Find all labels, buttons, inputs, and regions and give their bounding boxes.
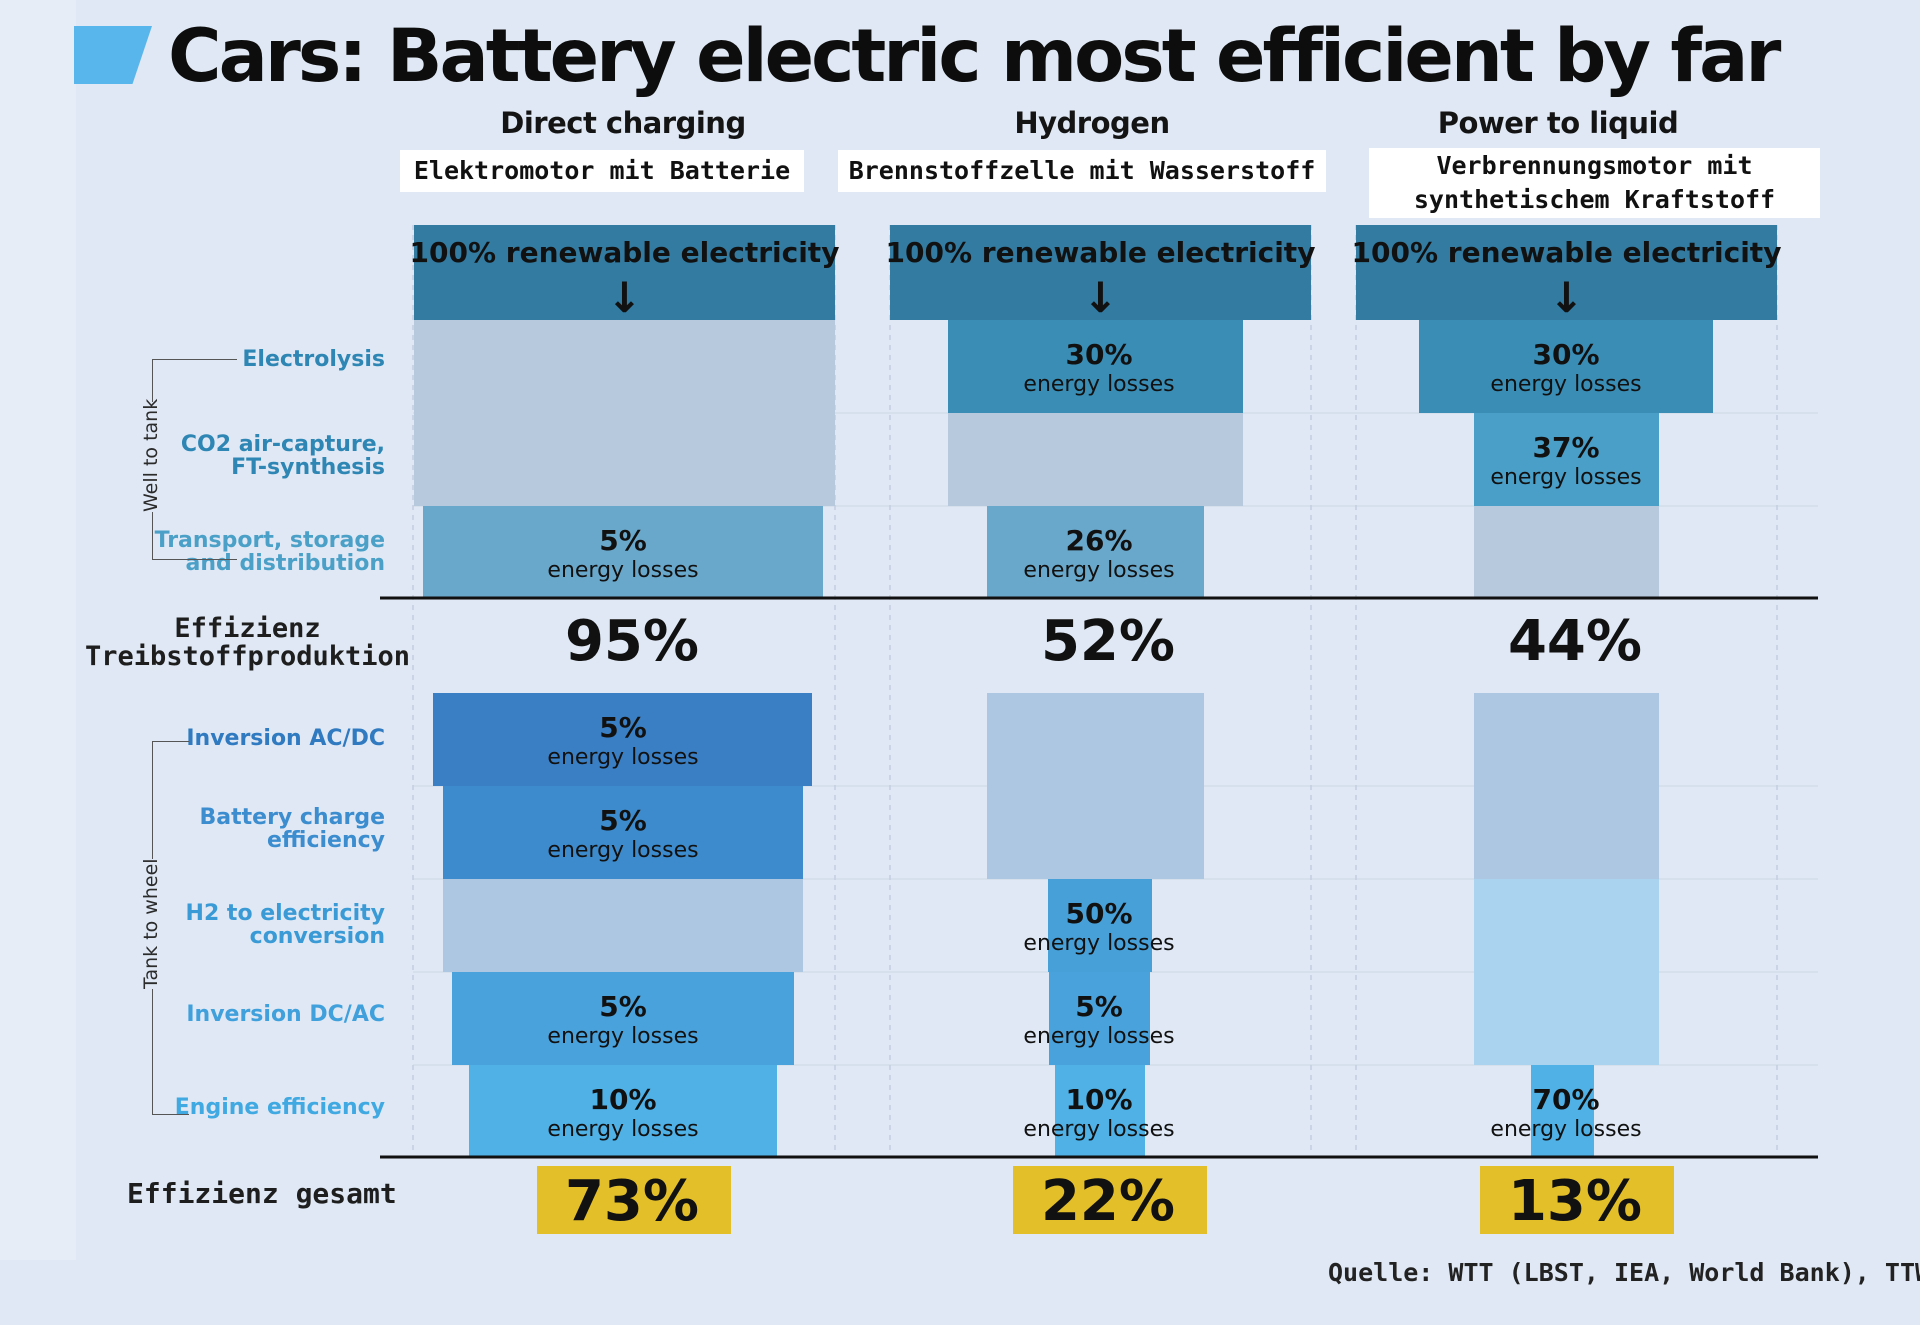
column-subtitle-hydrogen: Brennstoffzelle mit Wasserstoff xyxy=(838,150,1326,192)
bar-electrolysis-loss xyxy=(948,320,1243,413)
bar-inv-dcac-loss xyxy=(1049,972,1150,1065)
fuel-production-efficiency-value: 44% xyxy=(1508,609,1642,674)
loss-caption-label: energy losses xyxy=(547,745,698,770)
fuel-production-efficiency-label: Effizienz Treibstoffproduktion xyxy=(84,613,411,672)
row-label-inversion-acdc: Inversion AC/DC xyxy=(186,726,385,751)
total-efficiency-highlight xyxy=(1480,1166,1674,1234)
bar-electrolysis-passthrough xyxy=(414,320,835,413)
row-label-h2-conversion: H2 to electricity conversion xyxy=(185,901,385,949)
bar-engine-loss xyxy=(1531,1065,1594,1158)
total-efficiency-label: Effizienz gesamt xyxy=(127,1177,397,1210)
total-efficiency-value: 22% xyxy=(1041,1169,1175,1234)
row-label-co2-capture: CO2 air-capture, FT-synthesis xyxy=(180,432,385,480)
bar-electrolysis-loss xyxy=(1419,320,1713,413)
renewable-header-label: 100% renewable electricity xyxy=(1352,236,1782,269)
loss-value-label: 50% xyxy=(1065,897,1132,930)
loss-caption-label: energy losses xyxy=(1490,1117,1641,1142)
row-label-electrolysis: Electrolysis xyxy=(242,347,385,372)
fuel-production-efficiency-value: 52% xyxy=(1041,609,1175,674)
bar-inv-dcac-passthrough xyxy=(1474,972,1659,1065)
left-strip xyxy=(0,0,76,1260)
renewable-header-label: 100% renewable electricity xyxy=(886,236,1316,269)
source-note: Quelle: WTT (LBST, IEA, World Bank), TTW… xyxy=(1328,1258,1920,1287)
loss-caption-label: energy losses xyxy=(547,558,698,583)
loss-caption-label: energy losses xyxy=(1490,372,1641,397)
bar-battery-passthrough xyxy=(1474,786,1659,879)
bar-engine-loss xyxy=(469,1065,777,1158)
bar-inv-acdc-passthrough xyxy=(1474,693,1659,786)
column-name-power-to-liquid: Power to liquid xyxy=(1437,106,1679,140)
bar-transport-passthrough xyxy=(1474,506,1659,599)
bar-transport-loss xyxy=(987,506,1204,599)
bar-h2-loss xyxy=(1048,879,1152,972)
loss-caption-label: energy losses xyxy=(547,838,698,863)
bar-inv-dcac-loss xyxy=(452,972,794,1065)
loss-value-label: 5% xyxy=(599,990,647,1023)
loss-caption-label: energy losses xyxy=(1023,931,1174,956)
loss-caption-label: energy losses xyxy=(547,1117,698,1142)
column-subtitle-power-to-liquid: Verbrennungsmotor mit synthetischem Kraf… xyxy=(1369,148,1820,218)
loss-value-label: 5% xyxy=(599,804,647,837)
loss-value-label: 26% xyxy=(1065,524,1132,557)
loss-caption-label: energy losses xyxy=(1023,1024,1174,1049)
loss-value-label: 5% xyxy=(599,524,647,557)
bar-h2-passthrough xyxy=(1474,879,1659,972)
bar-battery-loss xyxy=(443,786,803,879)
total-efficiency-highlight xyxy=(1013,1166,1207,1234)
column-name-direct-charging: Direct charging xyxy=(500,106,746,140)
loss-value-label: 5% xyxy=(599,711,647,744)
bar-transport-loss xyxy=(423,506,823,599)
bar-engine-loss xyxy=(1055,1065,1145,1158)
loss-value-label: 10% xyxy=(1065,1083,1132,1116)
loss-value-label: 70% xyxy=(1532,1083,1599,1116)
bar-co2-passthrough xyxy=(948,413,1243,506)
loss-value-label: 30% xyxy=(1532,338,1599,371)
bar-inv-acdc-loss xyxy=(433,693,812,786)
total-efficiency-value: 13% xyxy=(1508,1169,1642,1234)
row-label-engine: Engine efficiency xyxy=(174,1095,385,1120)
loss-caption-label: energy losses xyxy=(1490,465,1641,490)
header-arrow-icon: ↓ xyxy=(1549,273,1584,322)
loss-value-label: 10% xyxy=(589,1083,656,1116)
header-arrow-icon: ↓ xyxy=(1083,273,1118,322)
loss-caption-label: energy losses xyxy=(547,1024,698,1049)
renewable-header-bar xyxy=(890,225,1311,320)
row-label-inversion-dcac: Inversion DC/AC xyxy=(186,1002,385,1027)
column-name-hydrogen: Hydrogen xyxy=(1014,106,1170,140)
bar-h2-passthrough xyxy=(443,879,803,972)
loss-value-label: 5% xyxy=(1075,990,1123,1023)
loss-caption-label: energy losses xyxy=(1023,558,1174,583)
row-label-battery-charge: Battery charge efficiency xyxy=(199,805,386,853)
total-efficiency-highlight xyxy=(537,1166,731,1234)
bar-inv-acdc-passthrough xyxy=(987,693,1204,786)
total-efficiency-value: 73% xyxy=(565,1169,699,1234)
column-subtitle-direct-charging: Elektromotor mit Batterie xyxy=(400,150,804,192)
chart-title: Cars: Battery electric most efficient by… xyxy=(168,14,1781,99)
loss-caption-label: energy losses xyxy=(1023,1117,1174,1142)
loss-value-label: 30% xyxy=(1065,338,1132,371)
renewable-header-bar xyxy=(414,225,835,320)
bar-co2-passthrough xyxy=(414,413,835,506)
renewable-header-label: 100% renewable electricity xyxy=(410,236,840,269)
loss-caption-label: energy losses xyxy=(1023,372,1174,397)
bar-battery-passthrough xyxy=(987,786,1204,879)
renewable-header-bar xyxy=(1356,225,1777,320)
header-arrow-icon: ↓ xyxy=(607,273,642,322)
fuel-production-efficiency-value: 95% xyxy=(565,609,699,674)
loss-value-label: 37% xyxy=(1532,431,1599,464)
row-label-transport: Transport, storage and distribution xyxy=(154,528,385,576)
bar-co2-loss xyxy=(1474,413,1659,506)
